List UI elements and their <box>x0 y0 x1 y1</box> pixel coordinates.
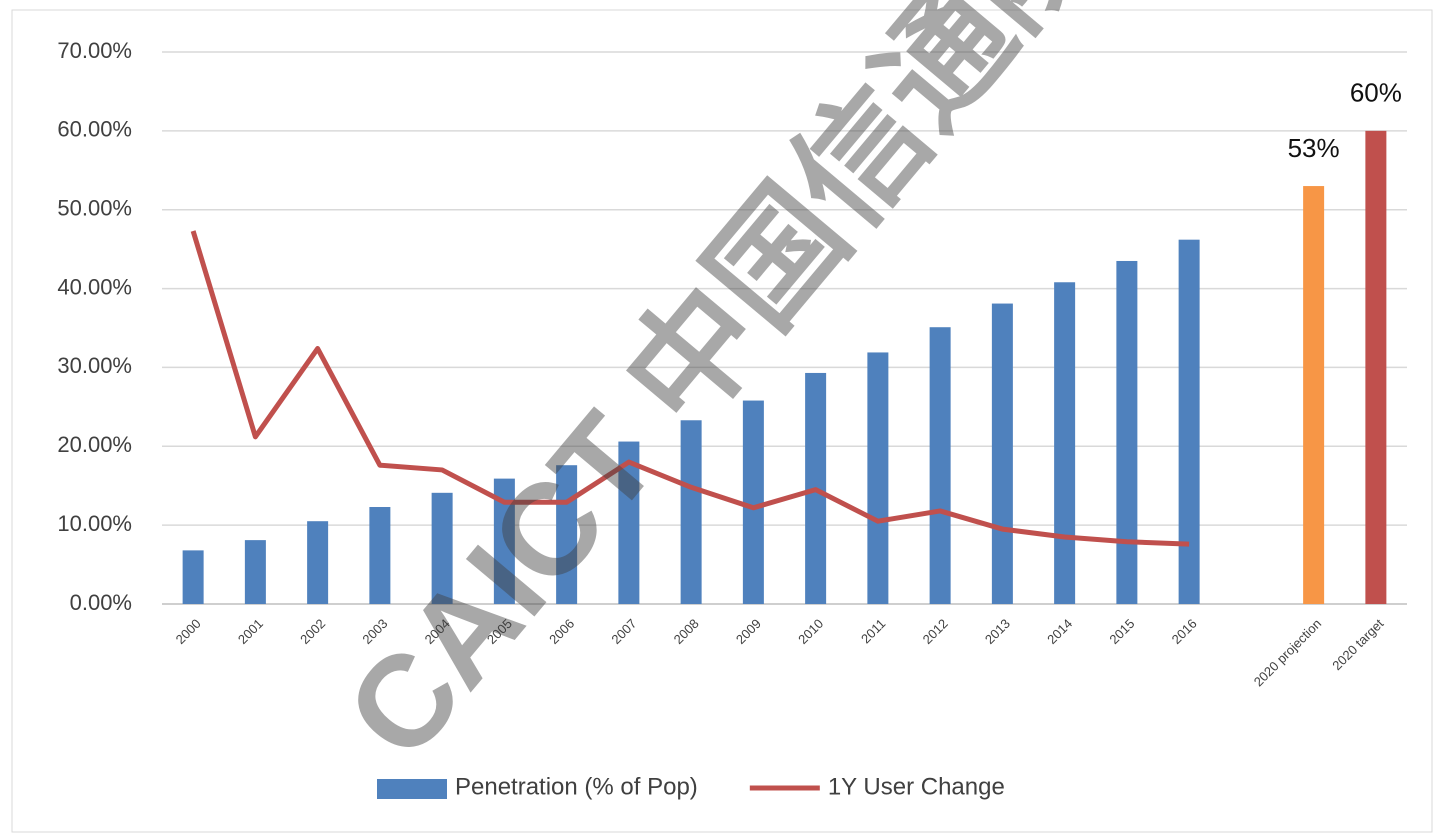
legend-label: Penetration (% of Pop) <box>455 773 698 800</box>
bar <box>991 303 1013 604</box>
bar <box>1178 239 1200 604</box>
data-label: 60% <box>1350 78 1402 108</box>
x-tick-label: 2009 <box>733 616 764 647</box>
x-tick-label: 2014 <box>1044 616 1075 647</box>
x-tick-label: 2007 <box>608 616 639 647</box>
y-tick-label: 20.00% <box>57 432 132 457</box>
legend-swatch <box>377 779 447 799</box>
y-tick-label: 0.00% <box>70 590 132 615</box>
bar <box>182 550 204 604</box>
line <box>190 230 1190 547</box>
data-label: 53% <box>1288 133 1340 163</box>
bar <box>493 478 515 604</box>
bar <box>307 521 329 604</box>
bar <box>1054 282 1076 604</box>
bar <box>1365 130 1387 604</box>
y-tick-label: 10.00% <box>57 511 132 536</box>
x-tick-label: 2013 <box>982 616 1013 647</box>
bar <box>618 441 640 604</box>
bar <box>867 352 889 604</box>
x-tick-label: 2012 <box>920 616 951 647</box>
legend-label: 1Y User Change <box>828 773 1005 800</box>
bar <box>742 400 764 604</box>
bar <box>244 540 266 604</box>
x-tick-label: 2002 <box>297 616 328 647</box>
x-tick-label: 2020 projection <box>1251 616 1324 689</box>
x-tick-label: 2001 <box>235 616 266 647</box>
y-tick-label: 70.00% <box>57 38 132 63</box>
bar <box>929 327 951 604</box>
y-tick-label: 50.00% <box>57 196 132 221</box>
chart-frame <box>11 9 1433 833</box>
y-tick-label: 40.00% <box>57 274 132 299</box>
bar <box>369 507 391 604</box>
x-tick-label: 2015 <box>1106 616 1137 647</box>
x-tick-label: 2016 <box>1169 616 1200 647</box>
x-tick-label: 2008 <box>671 616 702 647</box>
bar <box>680 420 702 604</box>
x-tick-label: 2011 <box>858 616 888 646</box>
x-tick-label: 2010 <box>795 616 826 647</box>
y-tick-label: 30.00% <box>57 353 132 378</box>
x-tick-label: 2020 target <box>1329 616 1386 673</box>
x-tick-label: 2000 <box>173 616 204 647</box>
y-tick-label: 60.00% <box>57 117 132 142</box>
bar <box>1303 186 1325 605</box>
bar <box>431 492 453 604</box>
bar <box>1116 260 1138 604</box>
